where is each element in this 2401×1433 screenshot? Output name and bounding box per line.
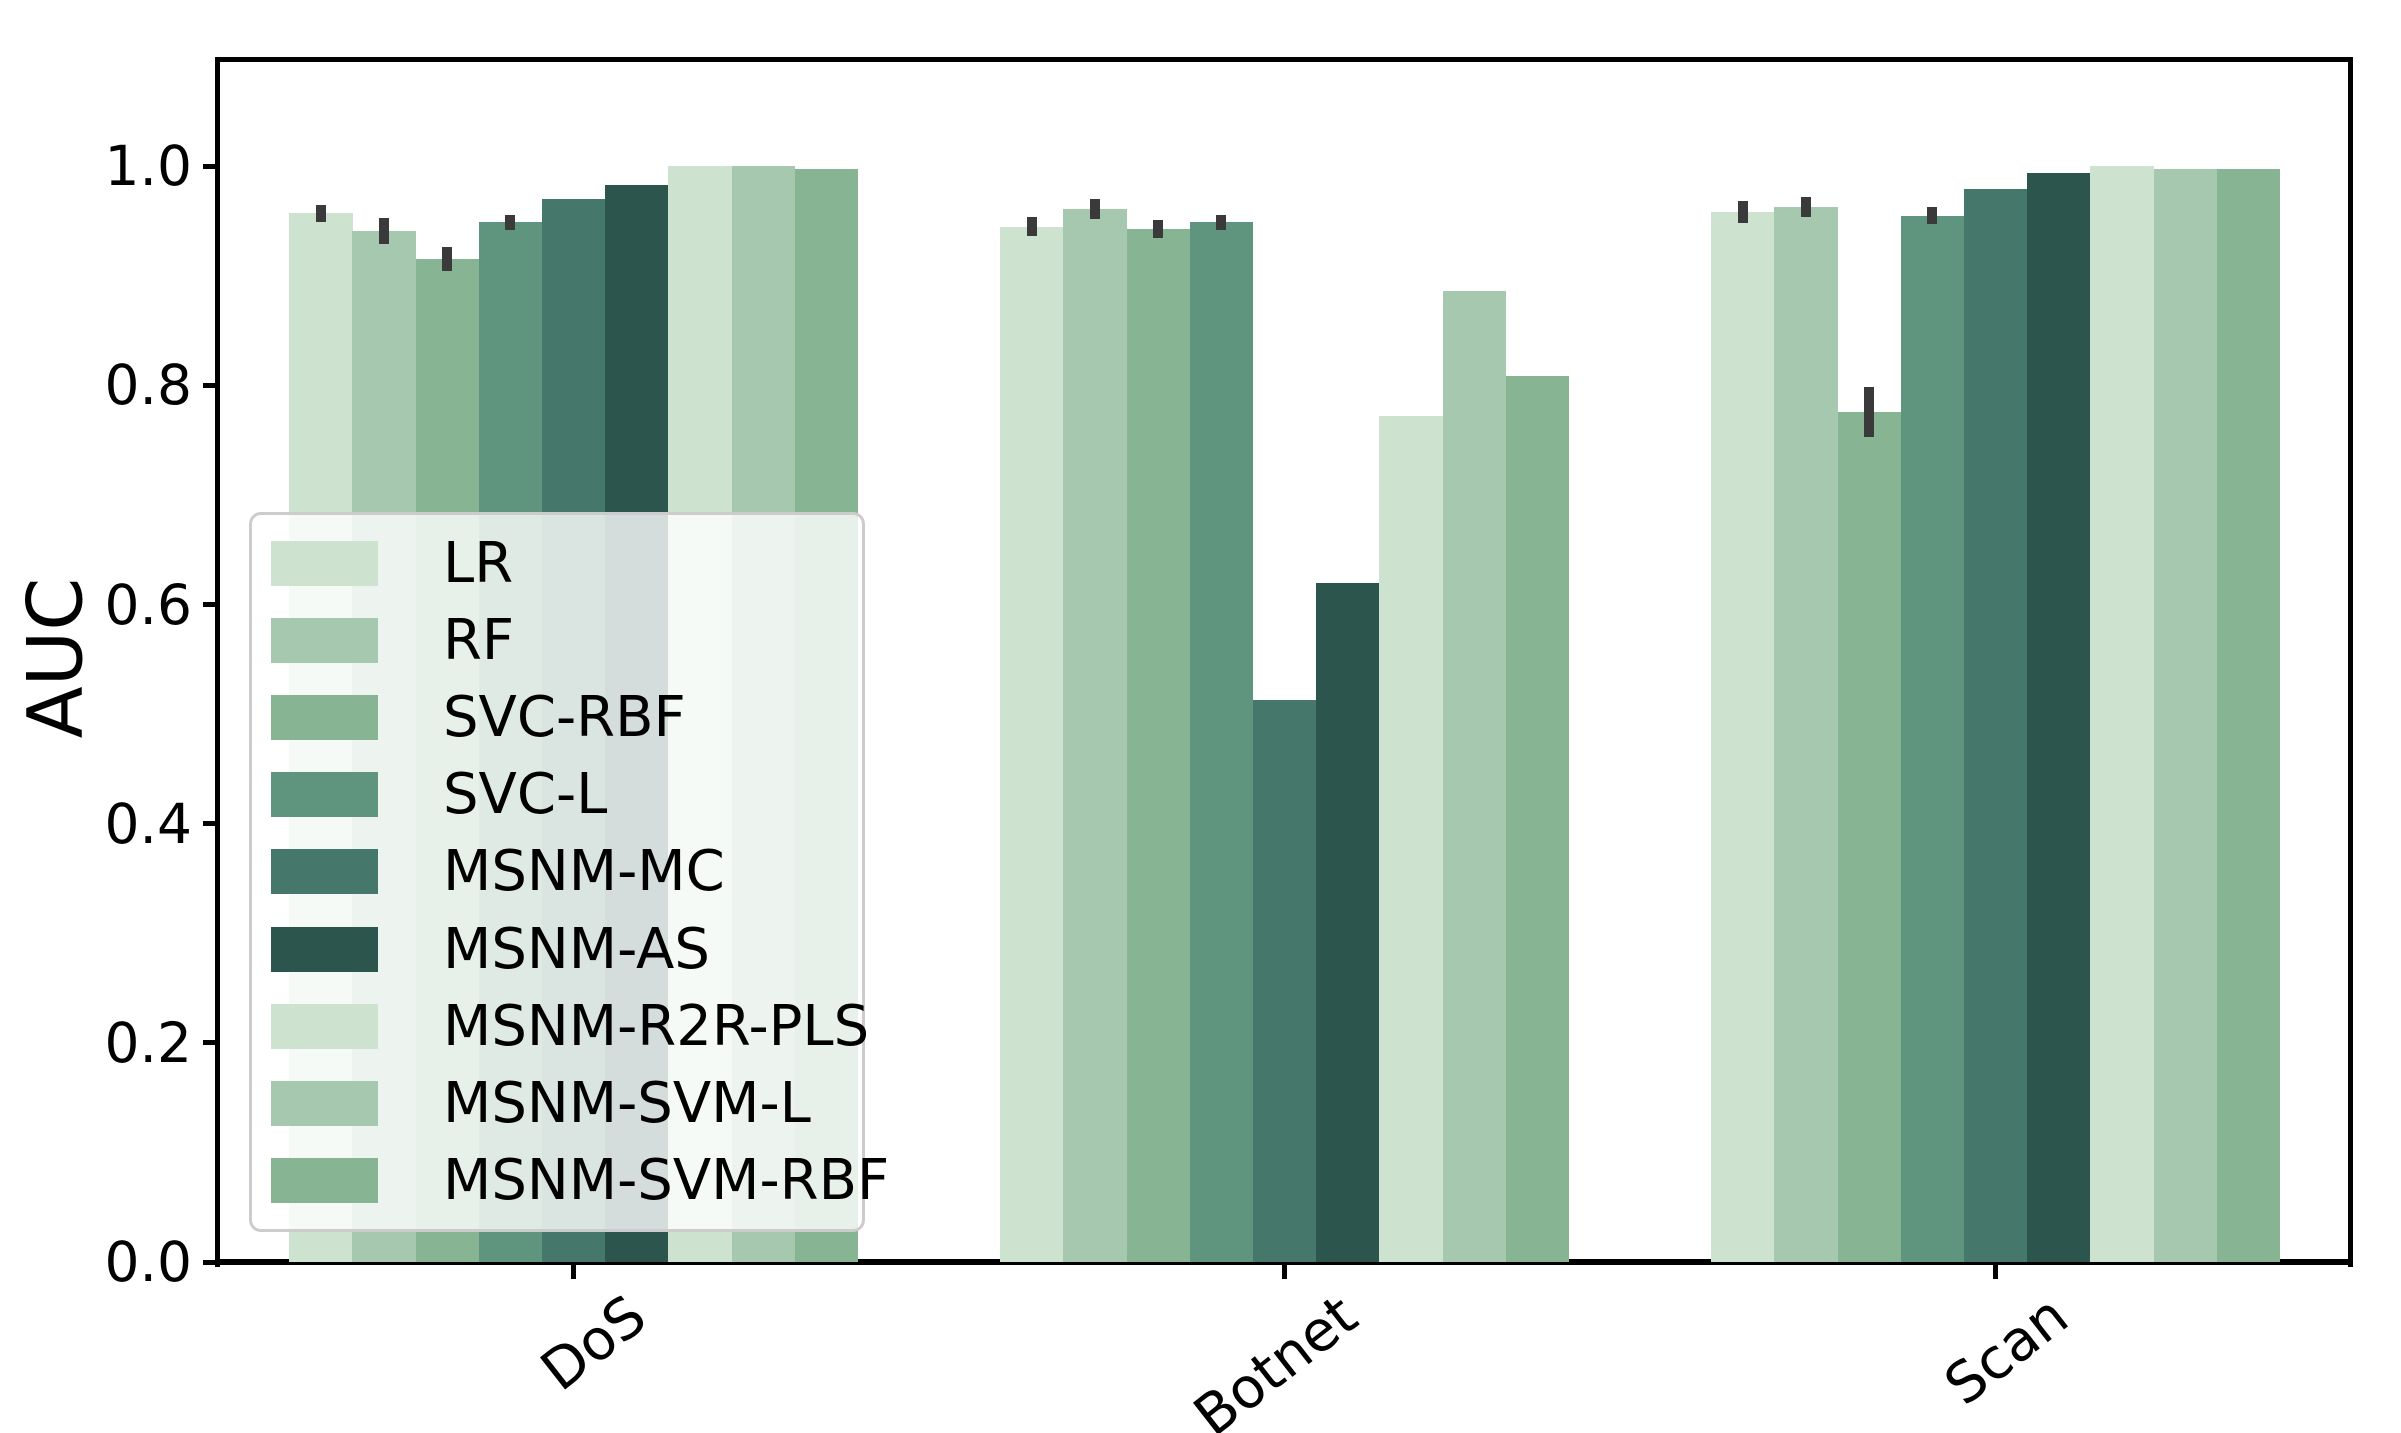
legend-item-MSNM-SVM-RBF: MSNM-SVM-RBF <box>271 1148 889 1213</box>
error-bar-LR-Botnet <box>1026 216 1037 237</box>
legend-swatch-MSNM-AS <box>271 926 378 972</box>
y-tick-label-0.2: 0.2 <box>104 1010 192 1075</box>
legend-swatch-MSNM-R2R-PLS <box>271 1003 378 1049</box>
bar-MSNM-SVM-RBF-Botnet <box>1505 375 1570 1262</box>
y-tick-0.6 <box>203 602 218 608</box>
bar-SVC-L-Botnet <box>1189 222 1254 1262</box>
x-tick-label-Botnet: Botnet <box>1181 1283 1369 1433</box>
legend-item-LR: LR <box>271 531 862 596</box>
legend-label-MSNM-AS: MSNM-AS <box>443 916 710 982</box>
legend-label-SVC-L: SVC-L <box>443 762 608 828</box>
legend-label-MSNM-SVM-RBF: MSNM-SVM-RBF <box>443 1147 890 1213</box>
legend-label-MSNM-MC: MSNM-MC <box>443 839 725 905</box>
x-tick-Scan <box>1993 1262 1998 1279</box>
bar-RF-Botnet <box>1063 209 1128 1262</box>
error-bar-SVC-RBF-Botnet <box>1153 220 1164 238</box>
error-bar-RF-Scan <box>1800 197 1811 217</box>
error-bar-SVC-L-Botnet <box>1216 214 1227 230</box>
legend-item-MSNM-R2R-PLS: MSNM-R2R-PLS <box>271 994 869 1059</box>
axis-line-right <box>2348 60 2353 1267</box>
legend-item-SVC-RBF: SVC-RBF <box>271 685 862 750</box>
error-bar-SVC-RBF-Scan <box>1864 386 1875 437</box>
x-tick-label-DoS: DoS <box>528 1283 658 1404</box>
legend-item-SVC-L: SVC-L <box>271 762 862 827</box>
bar-MSNM-AS-Botnet <box>1316 582 1380 1262</box>
y-tick-0.8 <box>203 382 218 388</box>
y-tick-label-0.4: 0.4 <box>104 791 192 856</box>
legend: LR RF SVC-RBF SVC-L MSNM-MC MSNM-AS MSNM-R2R-P… <box>249 512 889 1232</box>
axis-line-top <box>215 57 2353 62</box>
x-tick-DoS <box>571 1262 576 1279</box>
bar-RF-Scan <box>1774 206 1839 1262</box>
legend-swatch-RF <box>271 618 378 664</box>
bar-MSNM-SVM-L-Botnet <box>1442 291 1507 1262</box>
error-bar-RF-Botnet <box>1089 199 1100 219</box>
bar-MSNM-R2R-PLS-Scan <box>2090 166 2155 1262</box>
legend-item-RF: RF <box>271 608 862 673</box>
legend-label-MSNM-R2R-PLS: MSNM-R2R-PLS <box>443 993 870 1059</box>
bar-MSNM-SVM-L-Scan <box>2153 168 2218 1262</box>
bar-MSNM-R2R-PLS-Botnet <box>1379 416 1444 1262</box>
error-bar-SVC-L-Scan <box>1927 206 1938 225</box>
y-tick-label-0.8: 0.8 <box>104 353 192 418</box>
bar-LR-Scan <box>1711 212 1775 1262</box>
y-tick-1.0 <box>203 163 218 169</box>
y-tick-label-1.0: 1.0 <box>104 134 192 199</box>
bar-MSNM-SVM-RBF-Scan <box>2216 168 2281 1262</box>
legend-swatch-SVC-L <box>271 772 378 818</box>
x-tick-label-Scan: Scan <box>1932 1283 2080 1419</box>
legend-item-MSNM-SVM-L: MSNM-SVM-L <box>271 1071 862 1136</box>
legend-label-SVC-RBF: SVC-RBF <box>443 685 686 751</box>
x-tick-Botnet <box>1282 1262 1287 1279</box>
bar-SVC-L-Scan <box>1900 215 1965 1262</box>
legend-swatch-MSNM-MC <box>271 849 378 895</box>
bar-MSNM-MC-Scan <box>1963 189 2028 1262</box>
legend-swatch-LR <box>271 541 378 587</box>
bar-SVC-RBF-Botnet <box>1126 228 1191 1262</box>
bar-MSNM-AS-Scan <box>2027 172 2091 1262</box>
legend-swatch-SVC-RBF <box>271 695 378 741</box>
error-bar-LR-Scan <box>1737 201 1748 224</box>
bar-LR-Botnet <box>1000 226 1064 1262</box>
y-tick-0.2 <box>203 1040 218 1046</box>
y-tick-label-0.6: 0.6 <box>104 572 192 637</box>
y-tick-0.4 <box>203 821 218 827</box>
error-bar-SVC-L-DoS <box>505 214 516 230</box>
y-tick-0.0 <box>203 1259 218 1265</box>
legend-item-MSNM-AS: MSNM-AS <box>271 917 862 982</box>
error-bar-LR-DoS <box>315 204 326 223</box>
legend-item-MSNM-MC: MSNM-MC <box>271 839 862 904</box>
error-bar-SVC-RBF-DoS <box>442 247 453 272</box>
y-tick-label-0.0: 0.0 <box>104 1230 192 1294</box>
legend-label-RF: RF <box>443 608 515 674</box>
error-bar-RF-DoS <box>378 217 389 245</box>
legend-label-MSNM-SVM-L: MSNM-SVM-L <box>443 1070 811 1136</box>
bar-MSNM-MC-Botnet <box>1252 699 1317 1262</box>
legend-swatch-MSNM-SVM-L <box>271 1080 378 1126</box>
bar-SVC-RBF-Scan <box>1837 411 1902 1262</box>
axis-line-left <box>215 60 220 1267</box>
legend-swatch-MSNM-SVM-RBF <box>271 1157 378 1203</box>
legend-label-LR: LR <box>443 531 514 597</box>
